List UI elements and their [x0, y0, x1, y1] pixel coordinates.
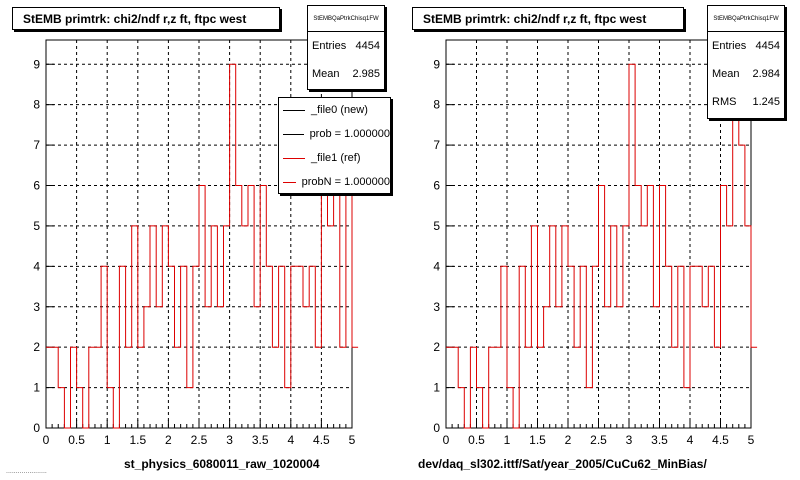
- stats-entries-value: 4454: [755, 40, 780, 52]
- y-tick-label: 9: [433, 57, 440, 71]
- y-tick-label: 5: [33, 219, 40, 233]
- x-tick-label: 1.5: [129, 433, 146, 447]
- y-tick-label: 8: [33, 98, 40, 112]
- x-tick-label: 0.5: [68, 433, 85, 447]
- legend-entry-ref: _file1 (ref): [279, 146, 390, 170]
- legend-line-black: [283, 133, 304, 135]
- x-axis-title-right: dev/daq_sl302.ittf/Sat/year_2005/CuCu62_…: [418, 457, 707, 471]
- x-tick-label: 3: [626, 433, 633, 447]
- x-tick-label: 3.5: [252, 433, 269, 447]
- x-tick-label: 2.5: [191, 433, 208, 447]
- legend-line-red: [283, 181, 296, 183]
- stats-mean-value: 2.985: [352, 68, 380, 80]
- stats-rms-label: RMS: [712, 96, 737, 108]
- stats-box-right: StEMBQaPtrkChisq1FW Entries 4454 Mean 2.…: [707, 5, 785, 119]
- y-tick-label: 6: [33, 179, 40, 193]
- x-tick-label: 4.5: [712, 433, 729, 447]
- x-tick-label: 1: [104, 433, 111, 447]
- y-tick-label: 7: [33, 138, 40, 152]
- y-tick-label: 3: [33, 300, 40, 314]
- stats-mean-label: Mean: [712, 68, 740, 80]
- legend-entry-probn: probN = 1.000000: [279, 170, 390, 193]
- x-tick-label: 1: [504, 433, 511, 447]
- y-tick-label: 0: [433, 421, 440, 435]
- y-tick-label: 7: [433, 138, 440, 152]
- x-tick-label: 5: [748, 433, 755, 447]
- y-tick-label: 2: [33, 340, 40, 354]
- y-tick-label: 1: [433, 381, 440, 395]
- x-tick-label: 5: [349, 433, 356, 447]
- x-tick-label: 3.5: [651, 433, 668, 447]
- stats-mean-label: Mean: [312, 68, 340, 80]
- legend-line-red: [283, 157, 305, 159]
- stats-mean: Mean 2.984: [708, 60, 784, 88]
- stats-name: StEMBQaPtrkChisq1FW: [308, 6, 384, 32]
- legend-entry-new: _file0 (new): [279, 98, 390, 122]
- x-tick-label: 4.5: [313, 433, 330, 447]
- footer-text: .....................: [6, 468, 47, 475]
- x-tick-label: 3: [226, 433, 233, 447]
- stats-rms: RMS 1.245: [708, 88, 784, 116]
- legend-line-black: [283, 109, 305, 111]
- y-tick-label: 8: [433, 98, 440, 112]
- x-tick-label: 2.5: [590, 433, 607, 447]
- stats-entries: Entries 4454: [308, 32, 384, 60]
- stats-mean: Mean 2.985: [308, 60, 384, 88]
- legend-label: probN = 1.000000: [301, 176, 390, 188]
- y-tick-label: 0: [33, 421, 40, 435]
- histogram-series-ref: [46, 63, 359, 429]
- y-tick-label: 1: [33, 381, 40, 395]
- y-tick-label: 4: [433, 259, 440, 273]
- x-tick-label: 0.5: [468, 433, 485, 447]
- chart-title-left: StEMB primtrk: chi2/ndf r,z ft, ftpc wes…: [12, 7, 280, 30]
- y-tick-label: 5: [433, 219, 440, 233]
- x-tick-label: 2: [565, 433, 572, 447]
- x-tick-label: 4: [687, 433, 694, 447]
- y-tick-label: 4: [33, 259, 40, 273]
- chart-title-right: StEMB primtrk: chi2/ndf r,z ft, ftpc wes…: [412, 7, 684, 30]
- histogram-series-ref: [446, 63, 758, 429]
- x-axis-title-left: st_physics_6080011_raw_1020004: [124, 457, 320, 471]
- stats-entries: Entries 4454: [708, 32, 784, 60]
- x-tick-label: 1.5: [529, 433, 546, 447]
- y-tick-label: 3: [433, 300, 440, 314]
- legend-box: _file0 (new) prob = 1.000000 _file1 (ref…: [278, 97, 391, 194]
- y-tick-label: 6: [433, 179, 440, 193]
- y-tick-label: 2: [433, 340, 440, 354]
- legend-entry-prob: prob = 1.000000: [279, 122, 390, 146]
- x-tick-label: 4: [287, 433, 294, 447]
- x-tick-label: 0: [43, 433, 50, 447]
- stats-mean-value: 2.984: [752, 68, 780, 80]
- stats-name: StEMBQaPtrkChisq1FW: [708, 6, 784, 32]
- legend-label: _file1 (ref): [311, 152, 361, 164]
- plot-area-right: 0 0.5 1 1.5 2 2.5 3 3.5 4 4.5 5 0 1 2 3 4 5 6 7 8 9: [433, 39, 758, 447]
- stats-entries-label: Entries: [312, 40, 347, 52]
- legend-label: _file0 (new): [311, 104, 368, 116]
- stats-rms-value: 1.245: [752, 96, 780, 108]
- x-tick-label: 2: [165, 433, 172, 447]
- x-tick-label: 0: [443, 433, 450, 447]
- stats-box-left: StEMBQaPtrkChisq1FW Entries 4454 Mean 2.…: [307, 5, 385, 90]
- stats-entries-value: 4454: [355, 40, 380, 52]
- y-tick-label: 9: [33, 57, 40, 71]
- stats-entries-label: Entries: [712, 40, 747, 52]
- legend-label: prob = 1.000000: [309, 128, 390, 140]
